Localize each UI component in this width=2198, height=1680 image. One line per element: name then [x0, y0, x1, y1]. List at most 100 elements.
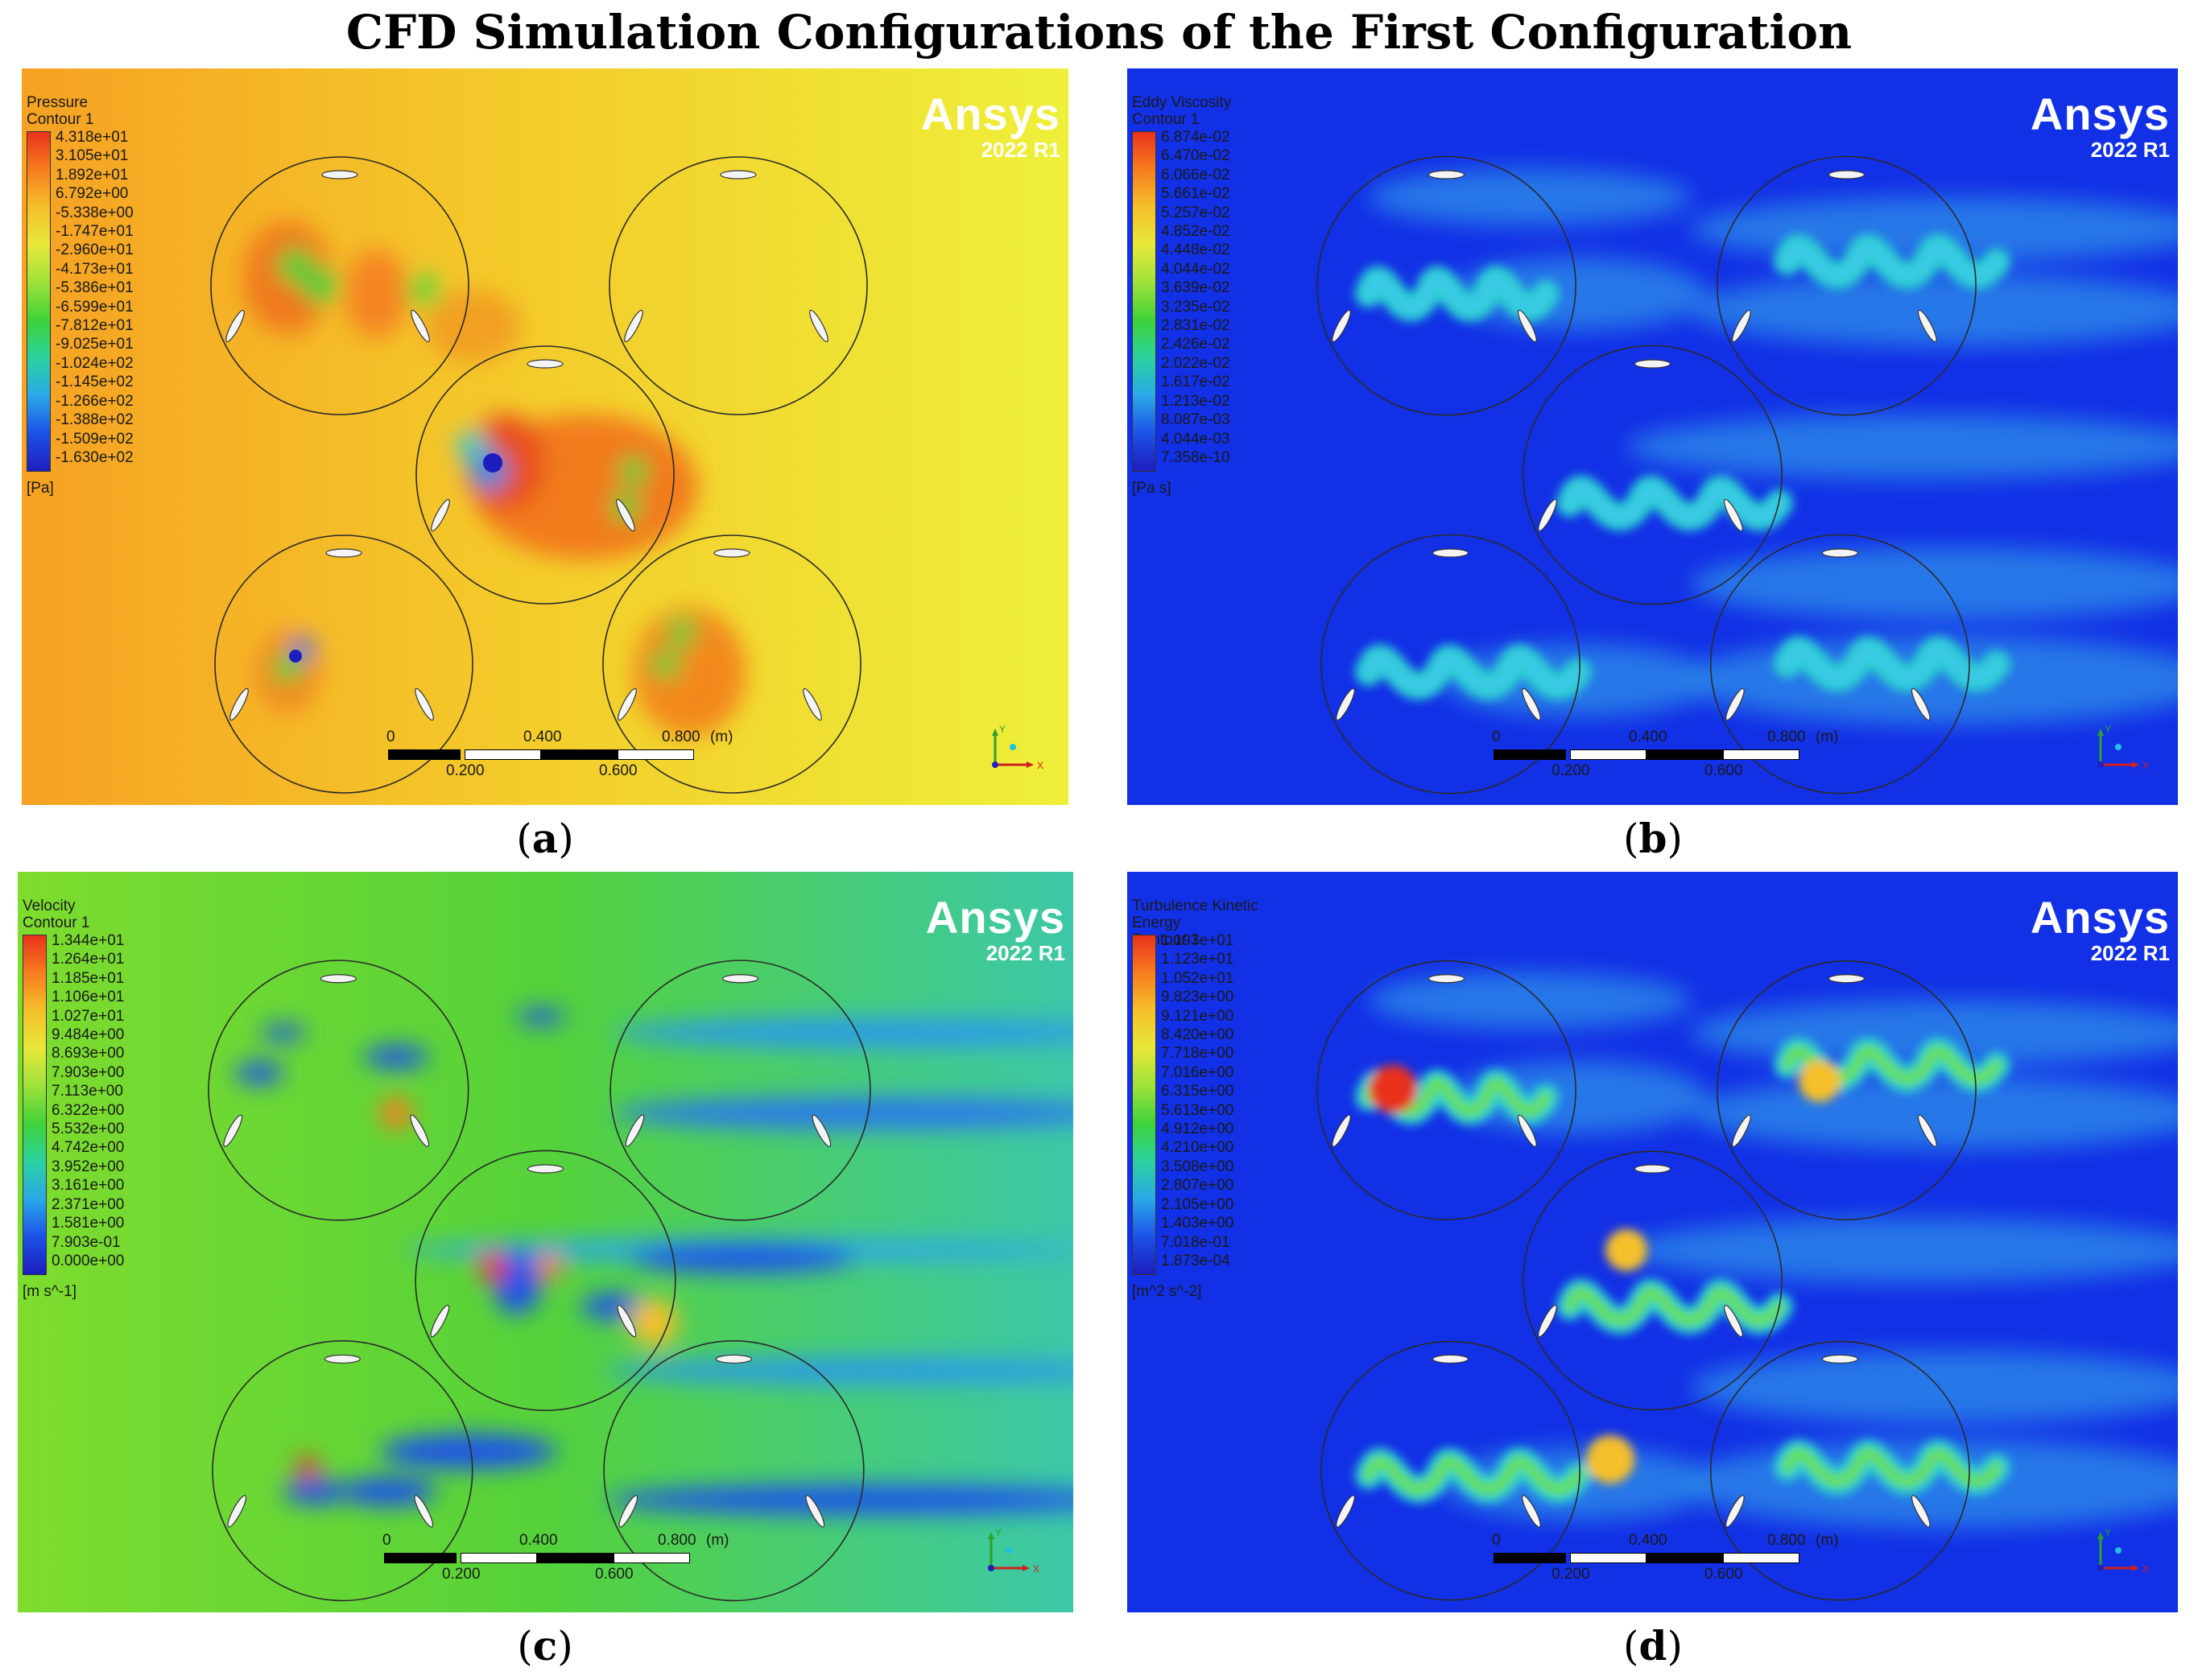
- blade-airfoil: [1518, 309, 1537, 343]
- axis-x-label: X: [2142, 760, 2149, 771]
- blade-airfoil: [1725, 1495, 1745, 1528]
- blade-airfoil: [1917, 309, 1937, 343]
- rotor-disk-outline: [1522, 1150, 1783, 1411]
- colorbar-tick-label: -9.025e+01: [56, 336, 134, 353]
- rotor-disk-outline: [210, 156, 469, 415]
- blade-airfoil: [1432, 1354, 1469, 1364]
- blade-airfoil: [430, 1304, 450, 1338]
- colorbar-tick-label: 6.066e-02: [1161, 166, 1230, 184]
- colorbar-tick-label: 3.639e-02: [1161, 279, 1230, 297]
- scale-label-0200: 0.200: [1551, 1566, 1590, 1583]
- rotor-disk-outline: [1717, 155, 1977, 416]
- scale-label-0600: 0.600: [1704, 762, 1743, 779]
- colorbar-tick-label: 1.617e-02: [1161, 374, 1230, 391]
- brand-version: 2022 R1: [981, 138, 1060, 162]
- colorbar-tick-label: 3.508e+00: [1161, 1158, 1234, 1175]
- ansys-logo: Ansys 2022 R1: [888, 892, 1065, 966]
- rotor-disk-outline: [415, 345, 675, 605]
- colorbar-tick-label: 9.121e+00: [1161, 1007, 1234, 1025]
- scale-label-0400: 0.400: [523, 729, 562, 745]
- colorbar-ticks: 1.193e+01 1.123e+01 1.052e+01 9.823e+00 9.12…: [1161, 931, 1233, 1270]
- colorbar-tick-label: -1.266e+02: [56, 392, 134, 410]
- scale-label-0200: 0.200: [442, 1566, 481, 1583]
- colorbar-tick-label: 4.210e+00: [1161, 1139, 1234, 1157]
- scale-unit: (m): [1816, 1532, 1839, 1549]
- rotor-disk-outline: [1316, 155, 1576, 416]
- blade-airfoil: [720, 170, 757, 180]
- colorbar-ticks: 1.344e+01 1.264e+01 1.185e+01 1.106e+01 1.02…: [52, 931, 124, 1270]
- axis-x-label: X: [2142, 1563, 2149, 1575]
- blade-airfoil: [1336, 687, 1355, 721]
- caption-b: (b): [1623, 815, 1683, 862]
- ansys-logo: Ansys 2022 R1: [1993, 91, 2170, 163]
- rotor-disk-outline: [415, 1150, 676, 1411]
- legend-title: Velocity: [23, 898, 76, 914]
- colorbar-tick-label: 9.484e+00: [52, 1026, 125, 1044]
- contour-field: [18, 872, 1073, 1612]
- rotor-disk-outline: [1522, 345, 1783, 605]
- colorbar-tick-label: 3.105e+01: [56, 147, 129, 165]
- scale-label-0800: 0.800: [1767, 729, 1806, 745]
- scale-segment: [1570, 1553, 1646, 1563]
- blade-airfoil: [812, 1114, 832, 1147]
- caption-d: (d): [1623, 1622, 1683, 1670]
- rotor-disk-outline: [609, 960, 871, 1221]
- colorbar-tick-label: 6.792e+00: [56, 185, 129, 203]
- colorbar-tick-label: 1.581e+00: [52, 1215, 125, 1232]
- colorbar-tick-label: 1.264e+01: [52, 951, 125, 968]
- brand-name: Ansys: [925, 892, 1065, 943]
- colorbar-tick-label: -1.024e+02: [56, 354, 134, 372]
- blade-airfoil: [1634, 359, 1671, 369]
- rotor-disk-outline: [609, 156, 868, 415]
- colorbar-unit: [Pa s]: [1132, 480, 1171, 497]
- scale-label-0600: 0.600: [1704, 1566, 1743, 1583]
- scale-segment: [1494, 749, 1566, 760]
- brand-version: 2022 R1: [985, 941, 1065, 965]
- scale-segment: [388, 749, 461, 760]
- colorbar-unit: [m^2 s^-2]: [1132, 1283, 1202, 1301]
- blade-airfoil: [324, 1354, 361, 1364]
- contour-field: [1127, 68, 2178, 805]
- rotor-disk-outline: [1320, 1340, 1580, 1601]
- scale-unit: (m): [710, 729, 733, 745]
- colorbar-tick-label: 1.892e+01: [56, 166, 129, 184]
- blade-airfoil: [721, 974, 759, 984]
- colorbar-tick-label: -5.338e+00: [56, 204, 134, 221]
- scale-label-0: 0: [1492, 1532, 1501, 1549]
- rotor-disk-outline: [208, 960, 469, 1221]
- blade-airfoil: [618, 687, 637, 721]
- colorbar-tick-label: -2.960e+01: [56, 241, 134, 259]
- scale-segment: [1723, 1553, 1799, 1563]
- colorbar-tick-label: -1.630e+02: [56, 448, 134, 466]
- scale-bar: 0 0.400 0.800 (m) 0.200 0.600: [1492, 729, 1838, 779]
- colorbar-tick-label: 7.358e-10: [1161, 448, 1230, 466]
- colorbar-tick-label: 6.322e+00: [52, 1101, 125, 1119]
- blade-airfoil: [1911, 687, 1931, 721]
- blade-airfoil: [1538, 1304, 1557, 1338]
- legend-title: Turbulence Kinetic Energy: [1132, 898, 1258, 931]
- colorbar-tick-label: 0.000e+00: [52, 1252, 125, 1269]
- blade-airfoil: [1917, 1114, 1937, 1147]
- panel-eddy-viscosity-contour: Eddy Viscosity Contour 1 6.874e-02 6.470e-0…: [1127, 68, 2178, 805]
- colorbar-tick-label: -7.812e+01: [56, 317, 134, 335]
- blade-airfoil: [431, 498, 450, 532]
- panel-velocity-contour: Velocity Contour 1 1.344e+01 1.264e+01 1.185…: [18, 872, 1073, 1612]
- colorbar-legend: Eddy Viscosity Contour 1 6.874e-02 6.470e-0…: [1132, 94, 1293, 545]
- scale-segment: [1723, 749, 1799, 760]
- blade-airfoil: [320, 974, 357, 984]
- scale-bar: 0 0.400 0.800 (m) 0.200 0.600: [1492, 1532, 1838, 1583]
- blade-airfoil: [410, 1114, 430, 1147]
- colorbar-tick-label: 8.420e+00: [1161, 1026, 1234, 1044]
- colorbar-ticks: 6.874e-02 6.470e-02 6.066e-02 5.661e-02 5.25…: [1161, 128, 1230, 467]
- rotor-disk-outline: [1316, 960, 1576, 1220]
- blade-airfoil: [1828, 974, 1865, 984]
- colorbar-legend: Pressure Contour 1 4.318e+01 3.105e+01 1.892…: [27, 94, 188, 545]
- colorbar-tick-label: 7.113e+00: [52, 1083, 123, 1100]
- blade-airfoil: [1732, 309, 1751, 343]
- axis-x-label: X: [1033, 1563, 1039, 1575]
- colorbar-tick-label: 3.235e-02: [1161, 298, 1230, 316]
- colorbar-tick-label: 1.344e+01: [52, 932, 125, 949]
